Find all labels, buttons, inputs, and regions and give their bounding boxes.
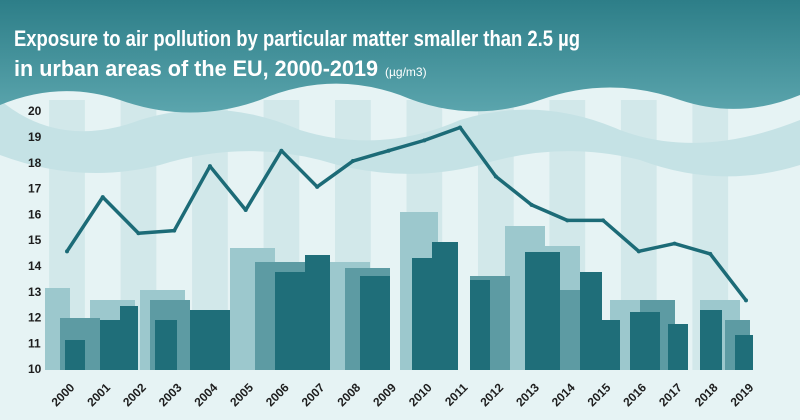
data-line xyxy=(65,125,748,302)
unit-label: (µg/m3) xyxy=(385,65,427,79)
y-tick-label: 14 xyxy=(28,259,42,273)
skyline xyxy=(45,212,753,370)
data-point xyxy=(136,231,141,236)
y-tick-label: 17 xyxy=(28,182,42,196)
header-band xyxy=(0,0,800,113)
data-point xyxy=(493,174,498,179)
data-point xyxy=(744,298,748,303)
y-tick-label: 12 xyxy=(28,311,42,325)
y-tick-label: 13 xyxy=(28,285,42,299)
data-point xyxy=(708,251,713,256)
y-tick-label: 11 xyxy=(28,336,41,350)
data-point xyxy=(636,249,641,254)
y-tick-label: 10 xyxy=(28,362,42,376)
y-tick-label: 15 xyxy=(28,233,42,247)
data-point xyxy=(422,138,427,143)
data-point xyxy=(601,218,606,223)
data-point xyxy=(350,159,355,164)
data-point xyxy=(207,164,212,169)
data-point xyxy=(386,148,391,153)
data-point xyxy=(172,228,177,233)
data-point xyxy=(279,148,284,153)
y-tick-label: 16 xyxy=(28,207,42,221)
clouds xyxy=(0,100,800,177)
data-point xyxy=(65,249,69,254)
data-point xyxy=(315,184,320,189)
data-point xyxy=(243,208,248,213)
data-point xyxy=(672,241,677,246)
y-tick-label: 20 xyxy=(28,104,42,118)
y-tick-label: 19 xyxy=(28,130,42,144)
data-point xyxy=(565,218,570,223)
data-point xyxy=(100,195,105,200)
chart-title: Exposure to air pollution by particular … xyxy=(14,26,580,51)
data-point xyxy=(458,125,463,130)
data-point xyxy=(529,202,534,207)
chart-subtitle: in urban areas of the EU, 2000-2019 xyxy=(14,56,378,81)
y-tick-label: 18 xyxy=(28,156,42,170)
